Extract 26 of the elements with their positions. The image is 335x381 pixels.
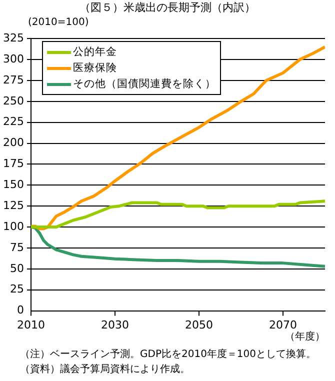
text: （資料）議会予算局資料により作成。 — [19, 362, 191, 377]
x-tick-label: 2070 — [269, 318, 297, 332]
x-tick-label: 2030 — [100, 318, 129, 332]
y-tick-label: 75 — [10, 240, 24, 254]
x-axis-title: （年度） — [285, 330, 325, 343]
x-tick-label: 2010 — [16, 318, 45, 332]
y-tick-label: 50 — [10, 262, 24, 275]
legend-label: 公的年金 — [73, 45, 117, 59]
y-tick-label: 150 — [2, 178, 24, 192]
chart-title: （図５）米歳出の長期予測（内訳） — [78, 0, 256, 16]
y-tick-label: 125 — [2, 198, 24, 212]
y-tick-label: 300 — [2, 52, 24, 66]
x-tick-label: 2050 — [185, 318, 213, 332]
text: （注）ベースライン予測。GDP比を2010年度＝100として換算。 — [19, 348, 318, 362]
legend-label: 医療保険 — [73, 61, 117, 75]
y-tick-label: 275 — [2, 73, 24, 86]
y-tick-label: 325 — [2, 31, 24, 44]
y-axis-title: (2010=100) — [27, 16, 90, 29]
y-tick-label: 225 — [2, 115, 24, 128]
y-tick-label: 250 — [2, 94, 24, 108]
y-tick-label: 100 — [2, 220, 24, 233]
y-tick-label: 0 — [16, 304, 24, 317]
y-tick-label: 200 — [2, 136, 24, 150]
legend-label: その他（国債関連費を除く） — [73, 77, 216, 91]
y-tick-label: 25 — [10, 282, 24, 296]
y-tick-label: 175 — [2, 157, 24, 170]
